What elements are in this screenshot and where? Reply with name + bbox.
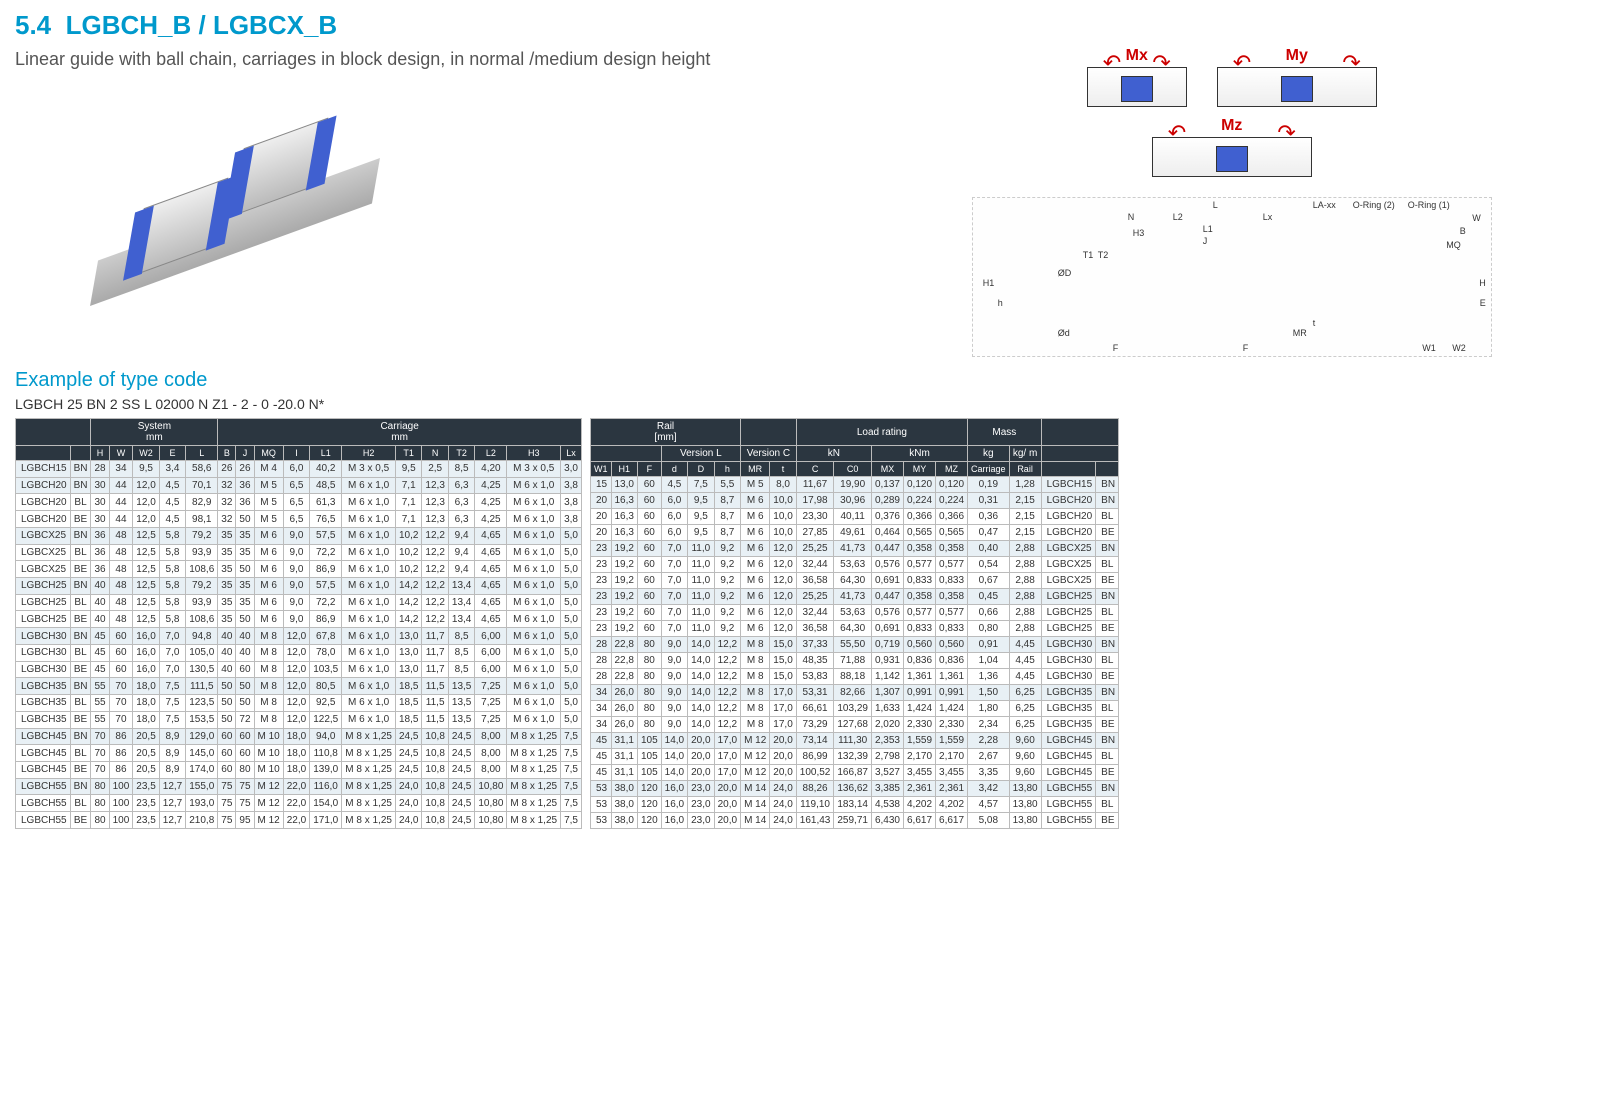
table-row: LGBCH55BN8010023,512,7155,07575M 1222,01… [16, 778, 582, 795]
table-row: 4531,110514,020,017,0M 1220,0100,52166,8… [591, 765, 1119, 781]
table-row: 1513,0604,57,55,5M 58,011,6719,900,1370,… [591, 477, 1119, 493]
table-row: LGBCH35BE557018,07,5153,55072M 812,0122,… [16, 711, 582, 728]
product-3d-illustration [55, 82, 415, 312]
table-row: LGBCH45BN708620,58,9129,06060M 1018,094,… [16, 728, 582, 745]
table-row: 2822,8809,014,012,2M 815,048,3571,880,93… [591, 653, 1119, 669]
table-row: LGBCH45BL708620,58,9145,06060M 1018,0110… [16, 745, 582, 762]
table-row: 2822,8809,014,012,2M 815,037,3355,500,71… [591, 637, 1119, 653]
table-row: 4531,110514,020,017,0M 1220,073,14111,30… [591, 733, 1119, 749]
table-row: LGBCH45BE708620,58,9174,06080M 1018,0139… [16, 761, 582, 778]
table-row: LGBCH20BN304412,04,570,13236M 56,548,5M … [16, 477, 582, 494]
table-row: LGBCX25BE364812,55,8108,63550M 69,086,9M… [16, 561, 582, 578]
table-row: LGBCH25BE404812,55,8108,63550M 69,086,9M… [16, 611, 582, 628]
table-row: 2319,2607,011,09,2M 612,025,2541,730,447… [591, 541, 1119, 557]
moment-mx: Mx ↶↷ [1087, 47, 1187, 107]
example-heading: Example of type code [15, 369, 1585, 392]
table-row: 2319,2607,011,09,2M 612,032,4453,630,576… [591, 605, 1119, 621]
table-row: LGBCH30BN456016,07,094,84040M 812,067,8M… [16, 628, 582, 645]
example-typecode: LGBCH 25 BN 2 SS L 02000 N Z1 - 2 - 0 -2… [15, 396, 1585, 412]
moment-mz: Mz ↶↷ [1152, 117, 1312, 177]
table-row: 2319,2607,011,09,2M 612,025,2541,730,447… [591, 589, 1119, 605]
section-heading: 5.4 LGBCH_B / LGBCX_B [15, 10, 1585, 41]
table-row: LGBCH15BN28349,53,458,62626M 46,040,2M 3… [16, 461, 582, 478]
table-row: 5338,012016,023,020,0M 1424,0161,43259,7… [591, 813, 1119, 829]
spec-table-right: Rail[mm]Load ratingMass Version LVersion… [590, 418, 1119, 829]
table-row: LGBCH25BN404812,55,879,23535M 69,057,5M … [16, 578, 582, 595]
table-row: LGBCH35BN557018,07,5111,55050M 812,080,5… [16, 678, 582, 695]
table-row: 2319,2607,011,09,2M 612,036,5864,300,691… [591, 621, 1119, 637]
table-row: 2822,8809,014,012,2M 815,053,8388,181,14… [591, 669, 1119, 685]
table-row: 3426,0809,014,012,2M 817,053,3182,661,30… [591, 685, 1119, 701]
moment-diagrams-row1: Mx ↶↷ My ↶↷ [1087, 47, 1377, 107]
table-row: 4531,110514,020,017,0M 1220,086,99132,39… [591, 749, 1119, 765]
table-row: 5338,012016,023,020,0M 1424,088,26136,62… [591, 781, 1119, 797]
moment-diagrams-row2: Mz ↶↷ [1152, 117, 1312, 177]
table-row: LGBCX25BN364812,55,879,23535M 69,057,5M … [16, 527, 582, 544]
table-row: LGBCH30BE456016,07,0130,54060M 812,0103,… [16, 661, 582, 678]
table-row: 2319,2607,011,09,2M 612,036,5864,300,691… [591, 573, 1119, 589]
section-subtitle: Linear guide with ball chain, carriages … [15, 47, 879, 72]
table-row: LGBCH55BL8010023,512,7193,07575M 1222,01… [16, 795, 582, 812]
table-row: 2016,3606,09,58,7M 610,023,3040,110,3760… [591, 509, 1119, 525]
technical-drawing: L L2 Lx L1 J N H3 T1 T2 H1 h ØD Ød F F M… [972, 197, 1492, 357]
table-row: LGBCH55BE8010023,512,7210,87595M 1222,01… [16, 812, 582, 829]
table-row: 3426,0809,014,012,2M 817,073,29127,682,0… [591, 717, 1119, 733]
table-row: 2319,2607,011,09,2M 612,032,4453,630,576… [591, 557, 1119, 573]
spec-table-left: SystemmmCarriagemm HWW2ELBJMQIL1H2T1NT2L… [15, 418, 582, 829]
table-row: LGBCH20BE304412,04,598,13250M 56,576,5M … [16, 511, 582, 528]
table-row: LGBCH35BL557018,07,5123,55050M 812,092,5… [16, 695, 582, 712]
table-row: LGBCH20BL304412,04,582,93236M 56,561,3M … [16, 494, 582, 511]
table-row: LGBCH25BL404812,55,893,93535M 69,072,2M … [16, 594, 582, 611]
table-row: LGBCX25BL364812,55,893,93535M 69,072,2M … [16, 544, 582, 561]
table-row: 3426,0809,014,012,2M 817,066,61103,291,6… [591, 701, 1119, 717]
table-row: 2016,3606,09,58,7M 610,017,9830,960,2890… [591, 493, 1119, 509]
table-row: 5338,012016,023,020,0M 1424,0119,10183,1… [591, 797, 1119, 813]
moment-my: My ↶↷ [1217, 47, 1377, 107]
table-row: 2016,3606,09,58,7M 610,027,8549,610,4640… [591, 525, 1119, 541]
table-row: LGBCH30BL456016,07,0105,04040M 812,078,0… [16, 644, 582, 661]
